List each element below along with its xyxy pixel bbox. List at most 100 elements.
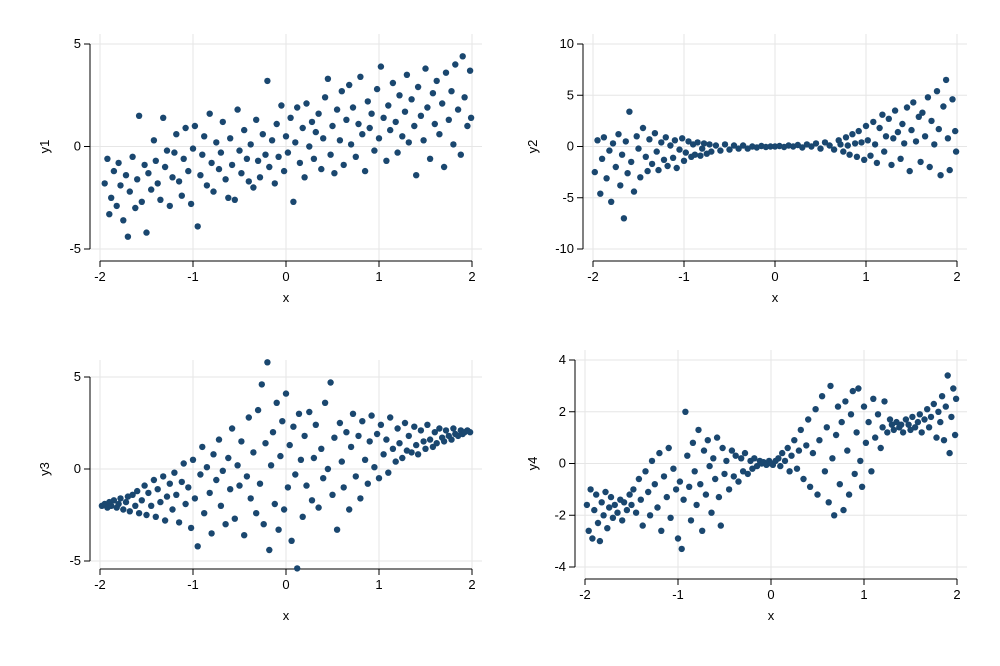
scatter-point xyxy=(915,113,922,121)
scatter-point xyxy=(712,142,720,149)
scatter-point xyxy=(366,124,373,132)
scatter-point xyxy=(637,496,644,503)
scatter-point xyxy=(225,454,232,462)
scatter-point xyxy=(882,133,890,140)
scatter-series-y4 xyxy=(583,372,960,553)
scatter-point xyxy=(695,426,702,434)
scatter-point xyxy=(266,163,273,171)
scatter-point xyxy=(823,424,830,431)
scatter-point xyxy=(426,436,434,443)
scatter-point xyxy=(682,408,689,415)
scatter-point xyxy=(781,457,789,465)
scatter-point xyxy=(620,499,628,506)
scatter-point xyxy=(860,403,868,410)
scatter-point xyxy=(206,110,213,117)
scatter-point xyxy=(267,462,275,469)
x-tick-label: -2 xyxy=(94,577,106,592)
scatter-point xyxy=(373,85,381,93)
scatter-point xyxy=(706,462,713,470)
scatter-point xyxy=(689,439,697,446)
scatter-point xyxy=(284,484,292,491)
scatter-point xyxy=(310,454,318,462)
scatter-point xyxy=(178,192,185,199)
scatter-point xyxy=(911,424,919,431)
scatter-point xyxy=(918,429,925,436)
scatter-point xyxy=(591,168,598,176)
scatter-point xyxy=(721,141,729,148)
scatter-point xyxy=(227,486,234,493)
scatter-point xyxy=(185,484,192,491)
scatter-point xyxy=(182,500,189,508)
scatter-point xyxy=(173,491,180,498)
scatter-point xyxy=(321,94,329,101)
scatter-point xyxy=(175,178,183,185)
scatter-point xyxy=(338,88,345,95)
scatter-point xyxy=(361,167,369,175)
x-tick-label: -1 xyxy=(187,577,199,592)
scatter-point xyxy=(614,509,621,516)
scatter-point xyxy=(905,421,912,428)
scatter-series-y3 xyxy=(98,359,474,572)
scatter-point xyxy=(243,473,251,480)
scatter-point xyxy=(933,434,940,441)
scatter-point xyxy=(899,429,907,436)
scatter-point xyxy=(236,482,243,489)
scatter-point xyxy=(280,167,288,175)
scatter-point xyxy=(867,152,874,159)
scatter-point xyxy=(702,491,710,498)
scatter-point xyxy=(254,406,262,414)
scatter-point xyxy=(256,174,264,181)
scatter-point xyxy=(389,445,397,452)
scatter-point xyxy=(851,470,858,478)
scatter-point xyxy=(906,167,913,175)
scatter-point xyxy=(396,440,403,447)
scatter-point xyxy=(594,137,601,144)
scatter-point xyxy=(676,146,683,153)
scatter-point xyxy=(273,120,280,128)
scatter-point xyxy=(371,464,378,471)
scatter-point xyxy=(942,76,950,84)
scatter-point xyxy=(618,151,626,158)
scatter-point xyxy=(660,156,668,163)
scatter-point xyxy=(308,118,316,126)
scatter-point xyxy=(387,126,394,134)
scatter-point xyxy=(122,498,130,506)
scatter-point xyxy=(143,511,150,519)
scatter-point xyxy=(840,506,847,514)
scatter-point xyxy=(826,142,833,149)
y-tick-label: -5 xyxy=(69,241,81,256)
scatter-point xyxy=(157,196,164,203)
scatter-point xyxy=(919,109,926,116)
panel-y3: -5 0 5 -2 -1 0 1 2 x y3 xyxy=(37,359,482,623)
scatter-point xyxy=(925,424,933,431)
scatter-point xyxy=(814,491,821,498)
scatter-point xyxy=(725,486,733,493)
scatter-point xyxy=(732,452,739,459)
scatter-point xyxy=(935,408,942,415)
scatter-point xyxy=(349,410,357,417)
scatter-point xyxy=(124,233,132,240)
scatter-point xyxy=(120,506,127,513)
scatter-point xyxy=(691,468,698,475)
scatter-point xyxy=(355,432,362,440)
scatter-point xyxy=(622,138,629,145)
scatter-point xyxy=(663,493,670,501)
scatter-point xyxy=(791,437,798,444)
scatter-point xyxy=(320,475,327,482)
scatter-point xyxy=(340,161,347,169)
scatter-point xyxy=(343,429,350,436)
scatter-point xyxy=(686,483,693,490)
scatter-point xyxy=(825,499,832,506)
scatter-point xyxy=(241,126,248,134)
scatter-point xyxy=(282,133,290,140)
scatter-point xyxy=(713,434,721,441)
scatter-point xyxy=(874,411,882,418)
scatter-point xyxy=(315,110,322,117)
scatter-point xyxy=(873,159,881,167)
scatter-point xyxy=(600,134,608,141)
scatter-point xyxy=(952,148,960,155)
scatter-point xyxy=(723,457,730,465)
scatter-point xyxy=(134,487,141,495)
scatter-point xyxy=(632,509,640,516)
scatter-point xyxy=(721,470,728,478)
